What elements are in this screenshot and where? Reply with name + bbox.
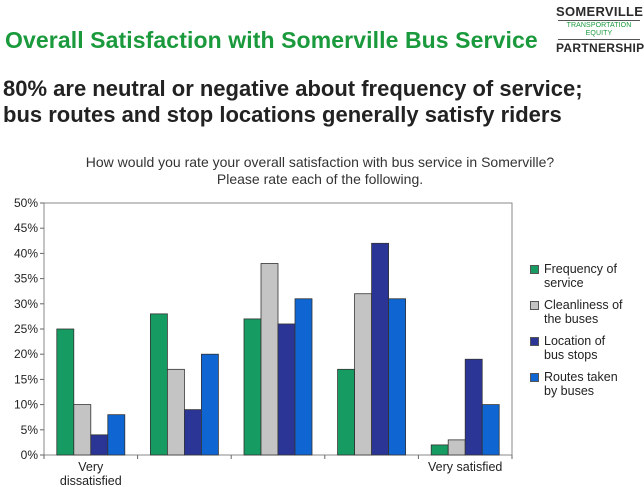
legend-swatch bbox=[530, 265, 539, 274]
headline-line-1: 80% are neutral or negative about freque… bbox=[3, 76, 583, 101]
legend-item: Frequency of service bbox=[530, 262, 642, 290]
page-title: Overall Satisfaction with Somerville Bus… bbox=[5, 27, 538, 53]
bar bbox=[354, 293, 373, 456]
logo-line-2: TRANSPORTATION EQUITY bbox=[566, 22, 632, 37]
legend-item: Routes taken by buses bbox=[530, 370, 642, 398]
legend-label: bus stops bbox=[544, 348, 598, 362]
y-tick-label: 40% bbox=[14, 246, 38, 260]
logo-divider bbox=[558, 20, 640, 21]
bar bbox=[107, 414, 126, 456]
bar bbox=[90, 434, 109, 456]
y-tick-label: 30% bbox=[14, 297, 38, 311]
legend-label: Routes taken bbox=[544, 370, 618, 384]
chart-title-line-2: Please rate each of the following. bbox=[216, 171, 424, 187]
legend-label: service bbox=[544, 276, 584, 290]
legend-item: Cleanliness of the buses bbox=[530, 298, 642, 326]
y-tick-label: 20% bbox=[14, 347, 38, 361]
y-tick-label: 45% bbox=[14, 221, 38, 235]
y-tick-label: 10% bbox=[14, 398, 38, 412]
y-tick-label: 35% bbox=[14, 272, 38, 286]
bar bbox=[260, 263, 279, 456]
bar bbox=[447, 439, 466, 456]
legend-swatch bbox=[530, 373, 539, 382]
bar bbox=[56, 328, 75, 456]
logo-line-3: PARTNERSHIP bbox=[556, 41, 644, 55]
partnership-logo: SOMERVILLE TRANSPORTATION EQUITY PARTNER… bbox=[556, 4, 644, 56]
y-tick-label: 0% bbox=[21, 448, 39, 462]
bar bbox=[430, 444, 449, 456]
bar bbox=[481, 404, 500, 456]
bar bbox=[183, 409, 202, 456]
legend-swatch bbox=[530, 337, 539, 346]
headline-line-2: bus routes and stop locations generally … bbox=[3, 102, 562, 127]
headline: 80% are neutral or negative about freque… bbox=[3, 76, 583, 128]
y-tick-label: 25% bbox=[14, 322, 38, 336]
chart-title: How would you rate your overall satisfac… bbox=[30, 154, 610, 188]
logo-line-1: SOMERVILLE bbox=[556, 4, 644, 19]
bar bbox=[166, 368, 185, 456]
bar bbox=[371, 242, 390, 456]
legend-swatch bbox=[530, 301, 539, 310]
x-tick-label: Very satisfied bbox=[428, 460, 502, 474]
chart-legend: Frequency of service Cleanliness of the bus… bbox=[530, 262, 642, 406]
legend-label: the buses bbox=[544, 312, 599, 326]
legend-label: by buses bbox=[544, 384, 595, 398]
y-tick-label: 5% bbox=[21, 423, 39, 437]
bar bbox=[277, 323, 296, 456]
bar bbox=[200, 353, 219, 456]
x-tick-label: Very dissatisfied bbox=[60, 460, 122, 487]
y-tick-label: 15% bbox=[14, 372, 38, 386]
chart-title-line-1: How would you rate your overall satisfac… bbox=[85, 154, 555, 170]
bar bbox=[294, 298, 313, 456]
bar bbox=[337, 368, 356, 456]
bar bbox=[149, 313, 168, 456]
y-tick-label: 50% bbox=[14, 196, 38, 210]
bar bbox=[464, 358, 483, 456]
bar bbox=[388, 298, 407, 456]
bar bbox=[243, 318, 262, 456]
bar bbox=[73, 404, 92, 456]
legend-label: Frequency of bbox=[544, 262, 617, 276]
logo-divider bbox=[558, 39, 640, 40]
legend-label: Location of bbox=[544, 334, 606, 348]
legend-item: Location of bus stops bbox=[530, 334, 642, 362]
legend-label: Cleanliness of bbox=[544, 298, 623, 312]
